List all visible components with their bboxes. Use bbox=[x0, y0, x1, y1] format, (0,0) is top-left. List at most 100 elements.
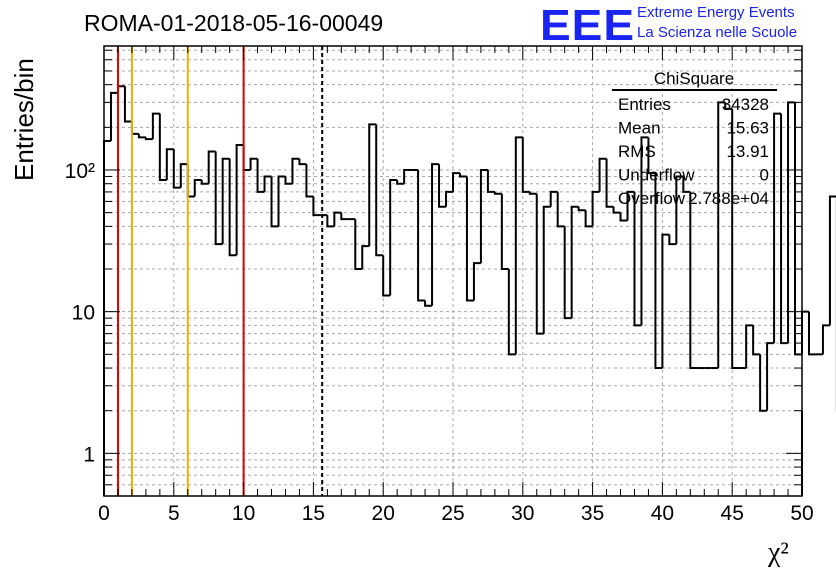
histogram-bin bbox=[521, 137, 530, 193]
histogram-bin bbox=[570, 205, 579, 319]
logo-tagline-1: Extreme Energy Events bbox=[637, 4, 795, 21]
histogram-bin bbox=[465, 176, 474, 302]
stats-row-label: Underflow bbox=[618, 166, 695, 185]
histogram-bin bbox=[291, 157, 300, 184]
histogram-bin bbox=[270, 176, 279, 228]
x-tick-label: 40 bbox=[651, 502, 674, 525]
histogram-bin bbox=[549, 190, 558, 207]
histogram-bin bbox=[389, 178, 398, 296]
x-tick-label: 20 bbox=[372, 502, 395, 525]
histogram-bin bbox=[151, 112, 160, 140]
axis-ticks bbox=[103, 46, 803, 497]
stats-row-value: 15.63 bbox=[726, 119, 769, 138]
histogram-bin bbox=[368, 123, 377, 247]
y-tick-label: 10 bbox=[72, 302, 95, 325]
histogram-bin bbox=[619, 212, 628, 222]
histogram-series bbox=[103, 85, 836, 496]
histogram-bin bbox=[438, 164, 447, 208]
histogram-bin bbox=[514, 136, 523, 355]
histogram-bin bbox=[828, 195, 836, 326]
histogram-bin bbox=[312, 196, 321, 217]
histogram-bin bbox=[675, 175, 684, 245]
histogram-bin bbox=[647, 137, 656, 175]
stats-title: ChiSquare bbox=[654, 69, 734, 88]
stats-box: ChiSquare Entries 34328 Mean 15.63 RMS 13.91 Un… bbox=[612, 69, 777, 208]
histogram-bin bbox=[298, 158, 307, 166]
histogram-bin bbox=[249, 157, 258, 170]
x-tick-label: 25 bbox=[441, 502, 464, 525]
histogram-bin bbox=[340, 212, 349, 221]
histogram-bin bbox=[787, 101, 796, 344]
histogram-bin bbox=[193, 178, 202, 197]
histogram-bin bbox=[305, 164, 314, 198]
x-tick-label: 35 bbox=[581, 502, 604, 525]
histogram-bin bbox=[172, 149, 181, 189]
stats-row-label: Mean bbox=[618, 119, 661, 138]
histogram-bin bbox=[214, 151, 223, 246]
histogram-bin bbox=[165, 148, 174, 180]
histogram-bin bbox=[633, 191, 642, 327]
histogram-bin bbox=[486, 169, 495, 193]
eee-logo: EEE bbox=[540, 0, 636, 50]
histogram-bin bbox=[563, 226, 572, 320]
x-tick-label: 0 bbox=[98, 502, 110, 525]
histogram-bin bbox=[431, 163, 440, 306]
x-tick-label: 15 bbox=[302, 502, 325, 525]
histogram-bin bbox=[137, 133, 146, 139]
histogram-bin bbox=[766, 342, 775, 411]
histogram-bin bbox=[284, 176, 293, 185]
histogram-bin bbox=[256, 158, 265, 193]
histogram-bin bbox=[598, 157, 607, 192]
histogram-bin bbox=[493, 191, 502, 195]
histogram-bin bbox=[235, 144, 244, 256]
histogram-bin bbox=[689, 191, 698, 370]
histogram-bin bbox=[654, 173, 663, 370]
stats-row-value: 2.788e+04 bbox=[688, 189, 769, 208]
histogram-bin bbox=[780, 113, 789, 345]
histogram-bin bbox=[605, 158, 614, 208]
histogram-bin bbox=[661, 233, 670, 369]
histogram-bin bbox=[759, 354, 768, 412]
y-tick-label: 10² bbox=[65, 160, 95, 183]
x-tick-label: 50 bbox=[790, 502, 813, 525]
histogram-bin bbox=[773, 112, 782, 344]
histogram-bin bbox=[200, 179, 209, 185]
histogram-bin bbox=[403, 168, 412, 184]
histogram-bin bbox=[158, 113, 167, 181]
histogram-bin bbox=[752, 325, 761, 356]
histogram-bin bbox=[794, 102, 802, 356]
histogram-bin bbox=[228, 158, 237, 257]
histogram-bin bbox=[821, 324, 830, 355]
x-tick-label: 30 bbox=[511, 502, 534, 525]
histogram-bin bbox=[807, 311, 816, 356]
histogram-bin bbox=[417, 169, 426, 302]
histogram-bin bbox=[528, 191, 537, 195]
histogram-bin bbox=[109, 91, 118, 142]
histogram-bin bbox=[179, 163, 188, 188]
stats-row-label: Overflow bbox=[618, 189, 686, 208]
histogram-bin bbox=[801, 310, 809, 355]
histogram-bin bbox=[326, 215, 335, 228]
histogram-bin bbox=[479, 168, 488, 264]
histogram-bin bbox=[535, 193, 544, 335]
histogram-bin bbox=[745, 324, 754, 369]
histogram-bin bbox=[500, 193, 509, 271]
histogram-bin bbox=[724, 102, 733, 110]
histogram-bin bbox=[354, 219, 363, 271]
stats-row-value: 0 bbox=[760, 166, 769, 185]
histogram-bin bbox=[731, 108, 740, 370]
histogram-bin bbox=[577, 206, 586, 212]
stats-row-value: 13.91 bbox=[726, 142, 769, 161]
histogram-bin bbox=[123, 86, 132, 123]
grid-lines bbox=[104, 46, 802, 496]
stats-row-label: RMS bbox=[618, 142, 656, 161]
histogram-bin bbox=[507, 269, 516, 356]
histogram-bin bbox=[382, 255, 391, 297]
logo-tagline-2: La Scienza nelle Scuole bbox=[637, 24, 798, 41]
y-tick-label: 1 bbox=[83, 443, 95, 466]
stats-row-value: 34328 bbox=[722, 95, 769, 114]
histogram-bin bbox=[263, 175, 272, 192]
histogram-bin bbox=[584, 210, 593, 228]
